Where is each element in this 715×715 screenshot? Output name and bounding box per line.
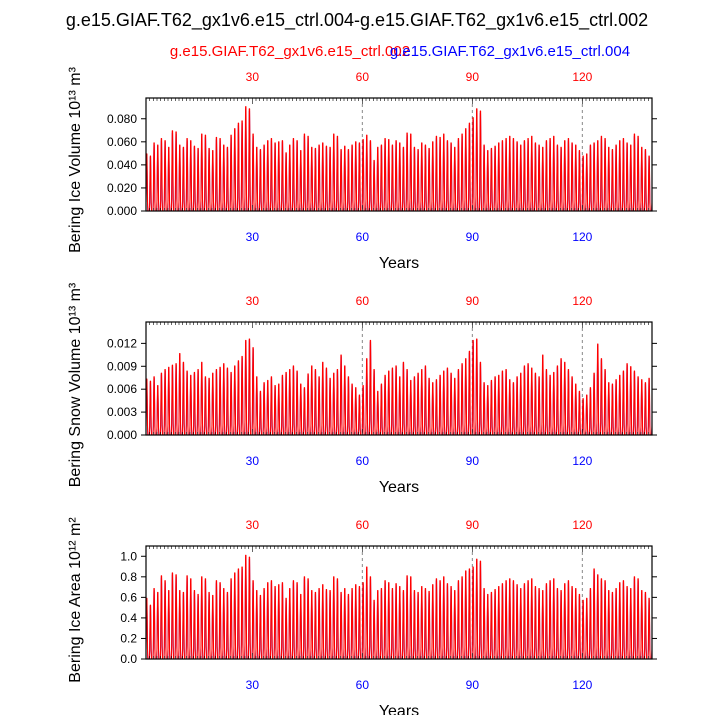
legend-label-ctrl-004: g.e15.GIAF.T62_gx1v6.e15_ctrl.004 [390,43,630,60]
x-axis-label: Years [379,703,419,715]
chart-panel-3: 0.0 0.2 0.4 0.6 0.8 1.0 30 60 90 120 30 60 90 120 Year… [67,517,657,715]
y-tick-label: 1.0 [120,549,137,563]
x-tick-label-bottom: 60 [356,454,370,468]
x-tick-label-top: 120 [572,518,592,532]
x-tick-label-bottom: 30 [246,678,260,692]
y-tick-label: 0.060 [107,135,137,149]
x-tick-label-top: 120 [572,70,592,84]
x-tick-label-bottom: 120 [572,454,592,468]
legend-label-ctrl-002: g.e15.GIAF.T62_gx1v6.e15_ctrl.002 [170,43,410,60]
chart-panel-1: 0.000 0.020 0.040 0.060 0.080 30 60 90 120 30 60 90… [67,66,657,272]
x-tick-label-bottom: 60 [356,230,370,244]
y-tick-label: 0.009 [107,359,137,373]
x-tick-label-bottom: 90 [466,678,480,692]
x-tick-label-top: 30 [246,518,260,532]
x-tick-label-top: 90 [466,518,480,532]
x-tick-label-bottom: 30 [246,454,260,468]
x-tick-label-top: 30 [246,70,260,84]
series-line-ctrl-002 [146,106,652,211]
x-tick-label-top: 60 [356,70,370,84]
series-group [146,338,652,435]
y-tick-label: 0.2 [120,631,137,645]
x-tick-label-top: 120 [572,294,592,308]
series-group [146,554,652,659]
series-line-ctrl-002 [146,554,652,659]
y-tick-label: 0.040 [107,158,137,172]
x-tick-label-top: 90 [466,70,480,84]
y-tick-label: 0.080 [107,112,137,126]
y-tick-label: 0.003 [107,405,137,419]
x-axis-label: Years [379,479,419,496]
chart-panel-2: 0.000 0.003 0.006 0.009 0.012 30 60 90 120 30 60 90… [67,282,657,496]
x-tick-label-top: 60 [356,518,370,532]
y-axis-label: Bering Snow Volume 10¹³ m³ [67,282,84,487]
x-tick-label-bottom: 120 [572,230,592,244]
y-tick-label: 0.000 [107,428,137,442]
x-axis-label: Years [379,255,419,272]
y-tick-label: 0.4 [120,611,137,625]
x-tick-label-top: 30 [246,294,260,308]
x-tick-label-bottom: 90 [466,230,480,244]
x-tick-label-top: 60 [356,294,370,308]
x-tick-label-bottom: 90 [466,454,480,468]
y-tick-label: 0.020 [107,181,137,195]
x-tick-label-bottom: 60 [356,678,370,692]
x-tick-label-bottom: 30 [246,230,260,244]
y-tick-label: 0.6 [120,590,137,604]
y-tick-label: 0.000 [107,204,137,218]
y-axis-label: Bering Ice Volume 10¹³ m³ [67,66,84,253]
y-axis-label: Bering Ice Area 10¹² m² [67,517,84,683]
y-tick-label: 0.012 [107,336,137,350]
x-tick-label-top: 90 [466,294,480,308]
y-tick-label: 0.0 [120,652,137,666]
y-tick-label: 0.006 [107,382,137,396]
figure-title: g.e15.GIAF.T62_gx1v6.e15_ctrl.004-g.e15.… [66,10,648,31]
series-line-ctrl-002 [146,338,652,435]
x-tick-label-bottom: 120 [572,678,592,692]
y-tick-label: 0.8 [120,570,137,584]
series-group [146,106,652,211]
